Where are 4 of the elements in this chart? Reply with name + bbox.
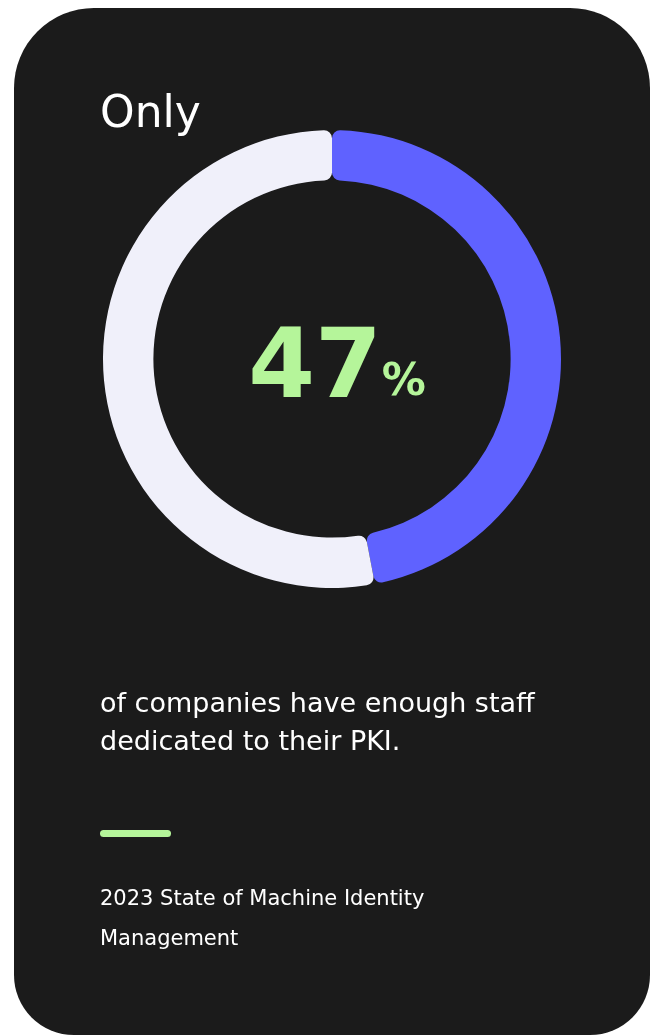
text: 2023 State of Machine Identity Management — [100, 885, 426, 952]
text: 47% — [248, 308, 426, 420]
text: of companies have enough staff dedicated to their PKI. — [100, 686, 536, 758]
chart-title: Only — [100, 86, 201, 137]
